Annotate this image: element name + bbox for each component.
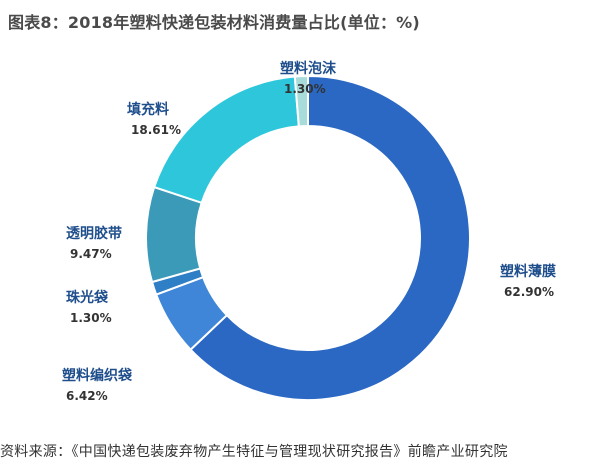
donut-chart: 塑料薄膜 62.90% 塑料编织袋 6.42% 珠光袋 1.30% 透明胶带 9.47% 填充料…	[62, 60, 556, 403]
donut-slices	[145, 74, 471, 401]
slice-labels: 塑料薄膜 62.90% 塑料编织袋 6.42% 珠光袋 1.30% 透明胶带 9.47% 填充料…	[62, 60, 556, 403]
donut-slice-6	[293, 74, 309, 128]
slice-label-name-1: 塑料薄膜	[500, 263, 556, 280]
slice-label-name-3: 珠光袋	[66, 289, 109, 306]
slice-label-value-3: 1.30%	[70, 311, 112, 325]
slice-label-value-2: 6.42%	[66, 389, 108, 403]
chart-title: 图表8：2018年塑料快递包装材料消费量占比(单位：%)	[8, 13, 420, 32]
slice-label-name-4: 透明胶带	[66, 225, 122, 242]
donut-slice-4	[145, 185, 203, 284]
slice-label-name-6: 塑料泡沫	[280, 60, 337, 77]
slice-label-name-5: 填充料	[127, 101, 169, 118]
slice-label-value-6: 1.30%	[284, 82, 326, 96]
slice-label-value-4: 9.47%	[70, 247, 112, 261]
slice-label-name-2: 塑料编织袋	[62, 367, 133, 384]
donut-slice-5	[152, 75, 300, 205]
slice-label-value-1: 62.90%	[504, 285, 554, 299]
slice-label-value-5: 18.61%	[131, 123, 181, 137]
source-note: 资料来源：《中国快递包装废弃物产生特征与管理现状研究报告》前瞻产业研究院	[0, 444, 508, 460]
donut-slice-1	[189, 74, 471, 401]
